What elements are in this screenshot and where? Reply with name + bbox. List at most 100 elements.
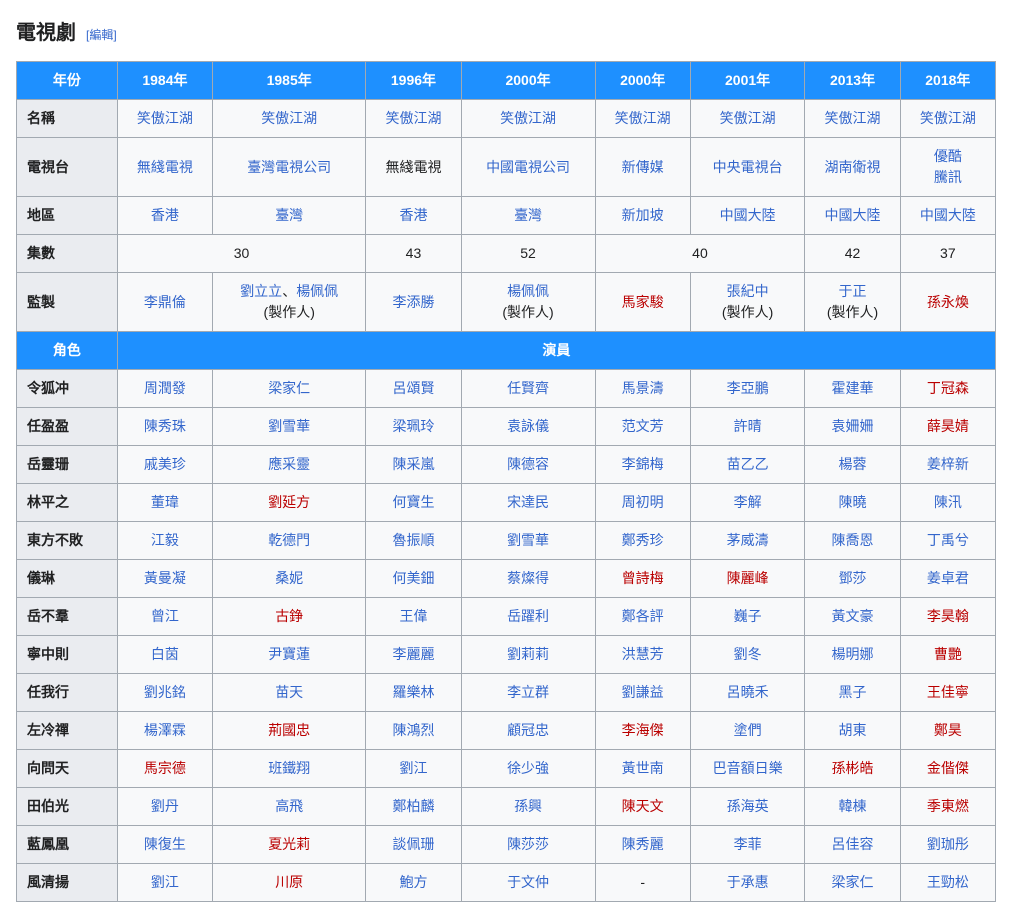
table-cell[interactable]: 楊明娜 [805, 636, 900, 674]
table-cell[interactable]: 荊國忠 [213, 712, 366, 750]
table-cell[interactable]: 無綫電視 [117, 138, 212, 197]
table-cell[interactable]: 笑傲江湖 [595, 100, 690, 138]
table-cell[interactable]: 高飛 [213, 788, 366, 826]
table-cell[interactable]: 馬景濤 [595, 370, 690, 408]
table-cell[interactable]: 魯振順 [366, 522, 461, 560]
table-cell[interactable]: 笑傲江湖 [366, 100, 461, 138]
table-cell[interactable]: 徐少強 [461, 750, 595, 788]
table-cell[interactable]: 何美鈿 [366, 560, 461, 598]
table-cell[interactable]: 笑傲江湖 [805, 100, 900, 138]
table-cell[interactable]: 王偉 [366, 598, 461, 636]
table-cell[interactable]: 巴音額日樂 [690, 750, 805, 788]
table-cell[interactable]: 曹艷 [900, 636, 995, 674]
table-cell[interactable]: 于文仲 [461, 864, 595, 902]
table-cell[interactable]: 梁珮玲 [366, 408, 461, 446]
table-cell[interactable]: 楊澤霖 [117, 712, 212, 750]
table-cell[interactable]: 呂頌賢 [366, 370, 461, 408]
table-cell[interactable]: 姜卓君 [900, 560, 995, 598]
table-cell[interactable]: 金偕傑 [900, 750, 995, 788]
table-cell[interactable]: 陳采嵐 [366, 446, 461, 484]
table-cell[interactable]: 王佳寧 [900, 674, 995, 712]
table-cell[interactable]: 劉冬 [690, 636, 805, 674]
table-cell[interactable]: 桑妮 [213, 560, 366, 598]
table-cell[interactable]: 楊蓉 [805, 446, 900, 484]
table-cell[interactable]: 臺灣 [461, 197, 595, 235]
table-cell[interactable]: 班鐵翔 [213, 750, 366, 788]
table-cell[interactable]: 丁禹兮 [900, 522, 995, 560]
table-cell[interactable]: 曾詩梅 [595, 560, 690, 598]
table-cell[interactable]: 鄧莎 [805, 560, 900, 598]
table-cell[interactable]: 笑傲江湖 [900, 100, 995, 138]
table-cell[interactable]: 李海傑 [595, 712, 690, 750]
table-cell[interactable]: 劉謙益 [595, 674, 690, 712]
table-cell[interactable]: 陳汛 [900, 484, 995, 522]
table-cell[interactable]: 李昊翰 [900, 598, 995, 636]
table-cell[interactable]: 白茵 [117, 636, 212, 674]
table-cell[interactable]: 劉莉莉 [461, 636, 595, 674]
table-cell[interactable]: 苗天 [213, 674, 366, 712]
table-cell[interactable]: 曾江 [117, 598, 212, 636]
table-cell[interactable]: 新加坡 [595, 197, 690, 235]
table-cell[interactable]: 乾德門 [213, 522, 366, 560]
table-cell[interactable]: 李錦梅 [595, 446, 690, 484]
table-cell[interactable]: 姜梓新 [900, 446, 995, 484]
table-cell[interactable]: 丁冠森 [900, 370, 995, 408]
table-cell[interactable]: 笑傲江湖 [461, 100, 595, 138]
table-cell[interactable]: 劉雪華 [213, 408, 366, 446]
table-cell[interactable]: 周初明 [595, 484, 690, 522]
table-cell[interactable]: 尹寶蓮 [213, 636, 366, 674]
table-cell[interactable]: 陳秀珠 [117, 408, 212, 446]
table-cell[interactable]: 劉雪華 [461, 522, 595, 560]
table-cell[interactable]: 新傳媒 [595, 138, 690, 197]
table-cell[interactable]: 陳天文 [595, 788, 690, 826]
table-cell[interactable]: 李鼎倫 [117, 273, 212, 332]
table-cell[interactable]: 中國大陸 [690, 197, 805, 235]
table-cell[interactable]: 茅威濤 [690, 522, 805, 560]
table-cell[interactable]: 陳喬恩 [805, 522, 900, 560]
table-cell[interactable]: 巍子 [690, 598, 805, 636]
table-cell[interactable]: 陳莎莎 [461, 826, 595, 864]
table-cell[interactable]: 古錚 [213, 598, 366, 636]
table-cell[interactable]: 劉延方 [213, 484, 366, 522]
table-cell[interactable]: 馬家駿 [595, 273, 690, 332]
table-cell[interactable]: 李添勝 [366, 273, 461, 332]
table-cell[interactable]: 中國電視公司 [461, 138, 595, 197]
table-cell[interactable]: 呂佳容 [805, 826, 900, 864]
table-cell[interactable]: 洪慧芳 [595, 636, 690, 674]
table-cell[interactable]: 羅樂林 [366, 674, 461, 712]
table-cell[interactable]: 李立群 [461, 674, 595, 712]
table-cell[interactable]: 于承惠 [690, 864, 805, 902]
table-cell[interactable]: 臺灣 [213, 197, 366, 235]
table-cell[interactable]: 陳鴻烈 [366, 712, 461, 750]
table-cell[interactable]: 劉兆銘 [117, 674, 212, 712]
table-cell[interactable]: 黃文豪 [805, 598, 900, 636]
table-cell[interactable]: 梁家仁 [805, 864, 900, 902]
table-cell[interactable]: 應采靈 [213, 446, 366, 484]
table-cell[interactable]: 蔡燦得 [461, 560, 595, 598]
table-cell[interactable]: 戚美珍 [117, 446, 212, 484]
table-cell[interactable]: 鄭昊 [900, 712, 995, 750]
table-cell[interactable]: 中央電視台 [690, 138, 805, 197]
table-cell[interactable]: 陳復生 [117, 826, 212, 864]
table-cell[interactable]: 李亞鵬 [690, 370, 805, 408]
table-cell[interactable]: 劉江 [366, 750, 461, 788]
table-cell[interactable]: 笑傲江湖 [213, 100, 366, 138]
table-cell[interactable]: 江毅 [117, 522, 212, 560]
table-cell[interactable]: 香港 [117, 197, 212, 235]
table-cell[interactable]: 陳秀麗 [595, 826, 690, 864]
table-cell[interactable]: 黑子 [805, 674, 900, 712]
table-cell[interactable]: 呂曉禾 [690, 674, 805, 712]
table-cell[interactable]: 袁詠儀 [461, 408, 595, 446]
table-cell[interactable]: 孫興 [461, 788, 595, 826]
table-cell[interactable]: 中國大陸 [805, 197, 900, 235]
table-cell[interactable]: 何寶生 [366, 484, 461, 522]
table-cell[interactable]: 范文芳 [595, 408, 690, 446]
table-cell[interactable]: 霍建華 [805, 370, 900, 408]
table-cell[interactable]: 中國大陸 [900, 197, 995, 235]
table-cell[interactable]: 陳麗峰 [690, 560, 805, 598]
table-cell[interactable]: 韓棟 [805, 788, 900, 826]
table-cell[interactable]: 陳德容 [461, 446, 595, 484]
table-cell[interactable]: 許晴 [690, 408, 805, 446]
table-cell[interactable]: 李麗麗 [366, 636, 461, 674]
table-cell[interactable]: 薛昊婧 [900, 408, 995, 446]
